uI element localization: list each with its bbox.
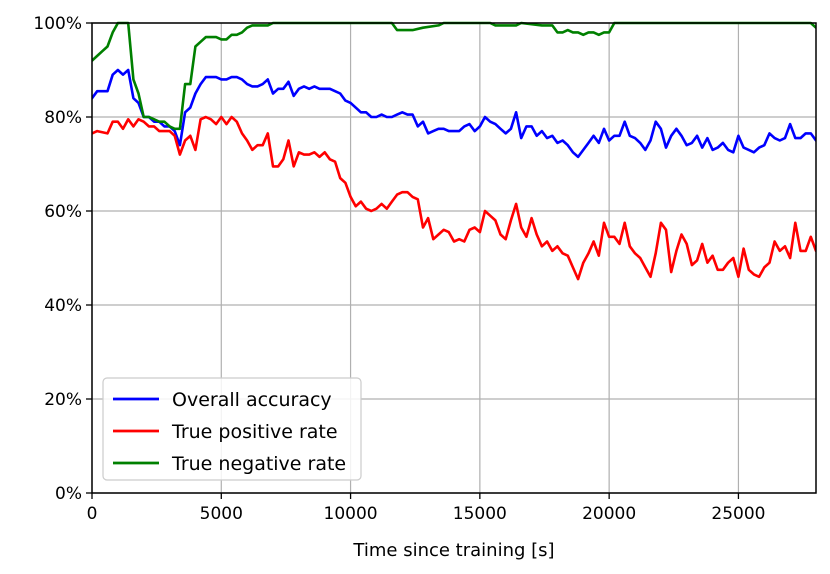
x-tick-label: 15000 <box>453 504 507 524</box>
x-tick-label: 0 <box>87 504 98 524</box>
legend-label: Overall accuracy <box>172 389 332 411</box>
y-tick-labels: 0% 20% 40% 60% 80% 100% <box>33 14 82 504</box>
series-line-1 <box>92 68 816 159</box>
legend: Overall accuracy True positive rate True n… <box>102 377 362 481</box>
y-tick-label: 100% <box>33 14 82 34</box>
x-tick-label: 25000 <box>711 504 765 524</box>
x-tick-label: 20000 <box>582 504 636 524</box>
y-tick-label: 80% <box>44 108 82 128</box>
x-tick-label: 5000 <box>200 504 243 524</box>
plot-frame <box>91 22 817 494</box>
y-tick-label: 20% <box>44 390 82 410</box>
y-tick-label: 0% <box>55 484 82 504</box>
y-tick-label: 60% <box>44 202 82 222</box>
x-tick-label: 10000 <box>324 504 378 524</box>
legend-label: True negative rate <box>171 453 346 475</box>
series-lines <box>92 21 816 281</box>
x-tick-labels: 0 5000 10000 15000 20000 25000 <box>87 504 766 524</box>
series-line-3 <box>92 21 816 131</box>
series-line-2 <box>92 115 816 281</box>
legend-label: True positive rate <box>171 421 338 443</box>
y-tick-label: 40% <box>44 296 82 316</box>
x-axis-title: Time since training [s] <box>352 540 554 561</box>
legend-box <box>102 377 362 481</box>
axis-ticks <box>86 22 740 499</box>
